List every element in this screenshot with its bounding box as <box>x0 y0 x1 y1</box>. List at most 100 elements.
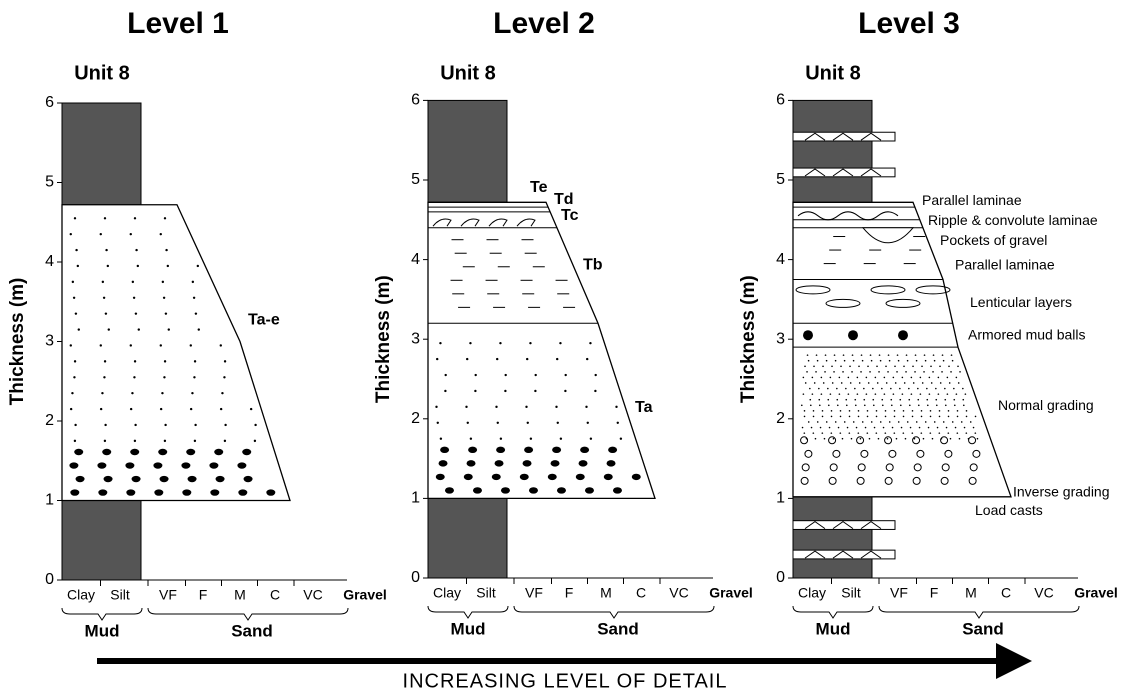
coarse-grain <box>74 449 83 455</box>
sand-grain <box>957 410 959 412</box>
sand-grain <box>254 424 256 426</box>
sand-grain <box>876 365 878 367</box>
coarse-grain <box>186 449 195 455</box>
mud-column <box>428 498 507 578</box>
sand-grain <box>821 393 823 395</box>
sand-grain <box>72 281 74 283</box>
sand-grain <box>903 365 905 367</box>
sand-grain <box>923 438 925 440</box>
sand-grain <box>585 406 587 408</box>
sand-grain <box>964 427 966 429</box>
sand-grain <box>104 360 106 362</box>
sand-grain <box>220 344 222 346</box>
sand-grain <box>100 408 102 410</box>
sand-grain <box>134 360 136 362</box>
facies-label: Tb <box>583 256 603 273</box>
coarse-grain <box>209 462 218 468</box>
sand-grain <box>876 416 878 418</box>
coarse-grain <box>440 447 449 453</box>
sand-grain <box>871 360 873 362</box>
sand-grain <box>496 358 498 360</box>
sand-grain <box>444 390 446 392</box>
sand-grain <box>74 360 76 362</box>
sand-grain <box>504 374 506 376</box>
facies-label: Load casts <box>975 502 1043 518</box>
sand-grain <box>162 281 164 283</box>
sand-grain <box>915 354 917 356</box>
grain-size-label: VF <box>525 585 543 601</box>
sand-grain <box>134 440 136 442</box>
sand-grain <box>866 393 868 395</box>
sand-grain <box>167 265 169 267</box>
sand-grain <box>874 427 876 429</box>
sand-grain <box>103 297 105 299</box>
sand-grain <box>935 399 937 401</box>
sand-grain <box>103 376 105 378</box>
grain-size-label: M <box>234 587 246 603</box>
sand-grain <box>939 416 941 418</box>
grain-size-label: F <box>565 585 574 601</box>
sand-grain <box>849 432 851 434</box>
facies-label: Ta <box>635 399 653 416</box>
sand-grain <box>190 408 192 410</box>
mud-ball <box>848 330 858 340</box>
sand-grain <box>963 404 965 406</box>
sand-grain <box>905 371 907 373</box>
sand-grain <box>70 408 72 410</box>
coarse-grain <box>69 462 78 468</box>
sand-grain <box>877 382 879 384</box>
sand-grain <box>903 416 905 418</box>
mud-brace <box>793 606 873 618</box>
grain-size-label: M <box>600 585 612 601</box>
sand-grain <box>526 358 528 360</box>
sand-grain <box>500 438 502 440</box>
sand-grain <box>948 432 950 434</box>
mud-column <box>62 103 141 205</box>
sand-grain <box>920 393 922 395</box>
sand-grain <box>881 388 883 390</box>
sand-grain <box>805 382 807 384</box>
sand-grain <box>900 404 902 406</box>
sand-grain <box>939 410 941 412</box>
sand-grain <box>920 377 922 379</box>
sand-grain <box>839 377 841 379</box>
y-tick-label: 1 <box>411 490 420 507</box>
sand-grain <box>831 416 833 418</box>
sand-grain <box>916 360 918 362</box>
sand-grain <box>933 354 935 356</box>
sand-grain <box>872 388 874 390</box>
coarse-grain <box>97 462 106 468</box>
sand-grain <box>924 354 926 356</box>
sand-grain <box>902 393 904 395</box>
sand-grain <box>883 427 885 429</box>
y-tick-label: 5 <box>776 171 785 188</box>
coarse-grain <box>436 474 445 480</box>
sand-grain <box>867 365 869 367</box>
sand-grain <box>931 382 933 384</box>
mud-ball <box>803 330 813 340</box>
sand-grain <box>564 390 566 392</box>
sand-grain <box>164 424 166 426</box>
y-tick-label: 1 <box>776 490 785 507</box>
coarse-grain <box>210 489 219 495</box>
sand-grain <box>842 438 844 440</box>
sand-grain <box>851 438 853 440</box>
y-axis-label: Thickness (m) <box>373 275 394 403</box>
sand-grain <box>102 281 104 283</box>
sand-grain <box>844 360 846 362</box>
facies-label: Pockets of gravel <box>940 232 1047 248</box>
sand-grain <box>890 388 892 390</box>
sand-grain <box>833 371 835 373</box>
coarse-grain <box>576 474 585 480</box>
sand-grain <box>134 217 136 219</box>
sand-grain <box>903 410 905 412</box>
sand-grain <box>906 354 908 356</box>
sand-grain <box>164 440 166 442</box>
sand-grain <box>138 328 140 330</box>
coarse-grain <box>244 476 253 482</box>
coarse-grain <box>496 447 505 453</box>
sand-grain <box>620 438 622 440</box>
sand-grain <box>590 438 592 440</box>
sand-grain <box>70 233 72 235</box>
sand-grain <box>530 438 532 440</box>
